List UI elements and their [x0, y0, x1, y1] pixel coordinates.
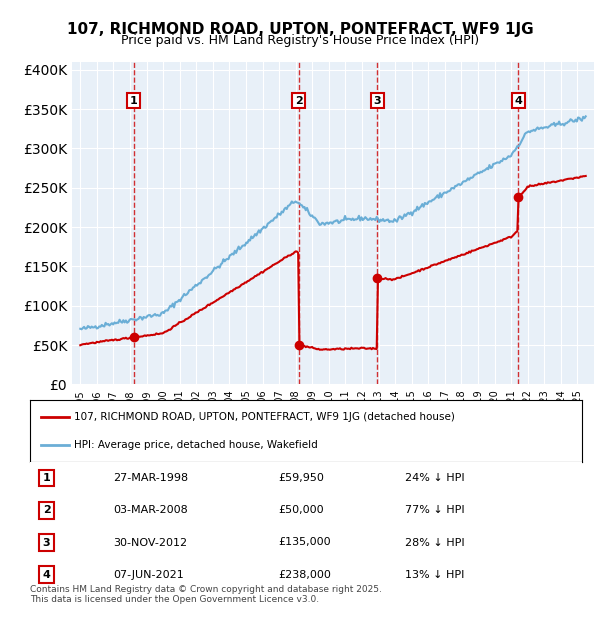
Text: Price paid vs. HM Land Registry's House Price Index (HPI): Price paid vs. HM Land Registry's House …: [121, 34, 479, 47]
Text: 107, RICHMOND ROAD, UPTON, PONTEFRACT, WF9 1JG (detached house): 107, RICHMOND ROAD, UPTON, PONTEFRACT, W…: [74, 412, 455, 422]
Text: £238,000: £238,000: [278, 570, 331, 580]
Text: 3: 3: [43, 538, 50, 547]
Text: 77% ↓ HPI: 77% ↓ HPI: [406, 505, 465, 515]
Text: 03-MAR-2008: 03-MAR-2008: [113, 505, 188, 515]
Text: £50,000: £50,000: [278, 505, 324, 515]
Text: Contains HM Land Registry data © Crown copyright and database right 2025.
This d: Contains HM Land Registry data © Crown c…: [30, 585, 382, 604]
Text: 4: 4: [43, 570, 50, 580]
Text: 107, RICHMOND ROAD, UPTON, PONTEFRACT, WF9 1JG: 107, RICHMOND ROAD, UPTON, PONTEFRACT, W…: [67, 22, 533, 37]
Text: 1: 1: [43, 473, 50, 483]
Text: 13% ↓ HPI: 13% ↓ HPI: [406, 570, 465, 580]
Text: 28% ↓ HPI: 28% ↓ HPI: [406, 538, 465, 547]
Text: 24% ↓ HPI: 24% ↓ HPI: [406, 473, 465, 483]
Text: 2: 2: [43, 505, 50, 515]
Text: 4: 4: [514, 95, 522, 105]
Text: HPI: Average price, detached house, Wakefield: HPI: Average price, detached house, Wake…: [74, 440, 318, 450]
Text: £59,950: £59,950: [278, 473, 324, 483]
Text: 1: 1: [130, 95, 137, 105]
Text: 27-MAR-1998: 27-MAR-1998: [113, 473, 188, 483]
Text: 07-JUN-2021: 07-JUN-2021: [113, 570, 184, 580]
Text: £135,000: £135,000: [278, 538, 331, 547]
Text: 30-NOV-2012: 30-NOV-2012: [113, 538, 187, 547]
Text: 3: 3: [373, 95, 381, 105]
Text: 2: 2: [295, 95, 302, 105]
